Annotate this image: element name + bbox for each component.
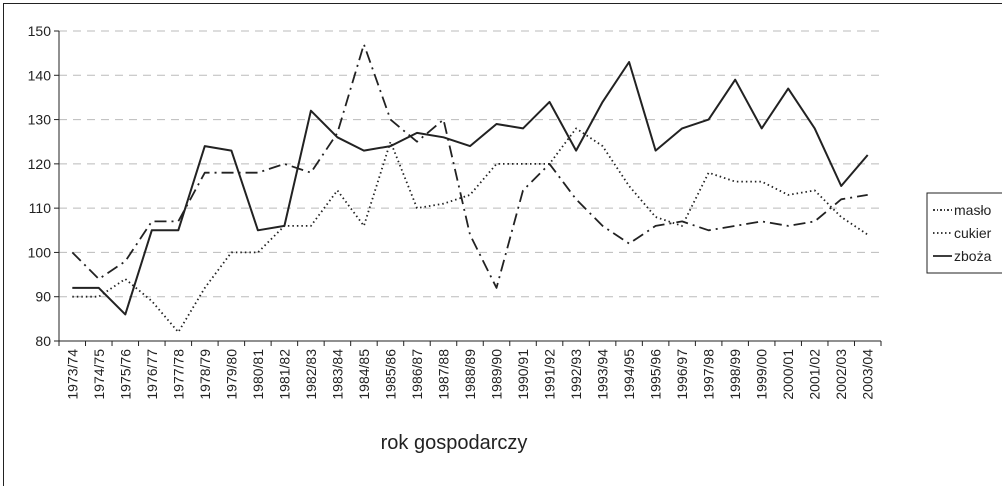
x-tick-label: 1997/98 — [701, 349, 717, 400]
x-tick-label: 1981/82 — [276, 349, 292, 400]
x-tick-label: 2000/01 — [780, 349, 796, 400]
x-tick-label: 1991/92 — [542, 349, 558, 400]
y-tick-label: 80 — [35, 333, 51, 349]
x-tick-label: 1982/83 — [303, 349, 319, 400]
series-line-masło — [71, 43, 868, 289]
x-axis-label: rok gospodarczy — [381, 432, 528, 454]
series-line-zboża — [72, 61, 869, 316]
y-tick-label: 90 — [35, 289, 51, 305]
y-tick-label: 150 — [28, 23, 52, 39]
axes — [58, 31, 881, 342]
x-tick-label: 1986/87 — [409, 349, 425, 400]
legend: masło cukier zboża — [926, 192, 1002, 274]
y-tick-label: 100 — [28, 244, 52, 260]
x-tick-label: 1990/91 — [515, 349, 531, 400]
x-tick-label: 1980/81 — [250, 349, 266, 400]
x-tick-label: 1974/75 — [91, 349, 107, 400]
x-tick-label: 1983/84 — [329, 349, 345, 400]
x-tick-label: 1976/77 — [144, 349, 160, 400]
grid-lines — [59, 30, 881, 298]
x-tick-label: 2003/04 — [860, 349, 876, 400]
x-tick-label: 1992/93 — [568, 349, 584, 400]
legend-box — [926, 192, 1002, 274]
x-tick-label: 1994/95 — [621, 349, 637, 400]
x-tick-label: 1993/94 — [595, 349, 611, 400]
x-tick-label: 1996/97 — [674, 349, 690, 400]
x-tick-label: 1989/90 — [489, 349, 505, 400]
series-line-cukier — [72, 127, 869, 334]
y-tick-label: 140 — [28, 67, 52, 83]
x-tick-label: 1978/79 — [197, 349, 213, 400]
x-tick-label: 1977/78 — [170, 349, 186, 400]
x-tick-label: 1998/99 — [727, 349, 743, 400]
y-tick-label: 110 — [29, 200, 52, 216]
x-tick-label: 2002/03 — [833, 349, 849, 400]
chart-frame: 80 90 100 110 120 130 140 150 1973/74 1974/75 197… — [3, 3, 1002, 486]
legend-entry: masło — [954, 202, 992, 218]
x-tick-label: 1999/00 — [754, 349, 770, 400]
y-axis-ticks: 80 90 100 110 120 130 140 150 — [28, 23, 59, 349]
y-tick-label: 120 — [28, 156, 52, 172]
y-tick-label: 130 — [28, 112, 52, 128]
legend-entry: zboża — [954, 248, 992, 264]
x-tick-label: 1984/85 — [356, 349, 372, 400]
series-lines — [71, 43, 869, 334]
x-tick-label: 1979/80 — [223, 349, 239, 400]
x-tick-label: 1995/96 — [648, 349, 664, 400]
legend-entry: cukier — [954, 225, 992, 241]
x-tick-label: 1973/74 — [64, 349, 80, 400]
x-tick-label: 1975/76 — [117, 349, 133, 400]
x-tick-label: 2001/02 — [807, 349, 823, 400]
x-tick-label: 1985/86 — [382, 349, 398, 400]
x-axis-ticks: 1973/74 1974/75 1975/76 1976/77 1977/78 1978/… — [58, 341, 882, 400]
x-tick-label: 1987/88 — [435, 349, 451, 400]
x-tick-label: 1988/89 — [462, 349, 478, 400]
